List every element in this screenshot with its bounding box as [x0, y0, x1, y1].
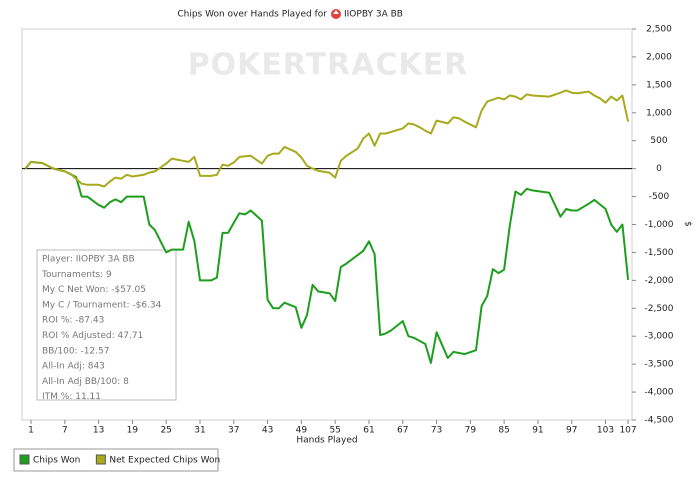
x-tick-label: 85: [498, 426, 509, 436]
y-tick-label: 2,500: [646, 25, 672, 35]
x-tick-label: 37: [228, 426, 239, 436]
y-tick-label: 1,500: [646, 80, 672, 90]
x-tick-label: 67: [397, 426, 408, 436]
x-tick-label: 103: [597, 426, 614, 436]
legend-box: [13, 448, 219, 472]
player-icon: [331, 9, 341, 19]
legend-swatch: [95, 454, 106, 465]
stats-line: My C / Tournament: -$6.34: [42, 300, 162, 310]
x-tick-label: 55: [329, 426, 340, 436]
y-tick-label: -3,500: [644, 360, 673, 370]
x-tick-label: 25: [160, 426, 171, 436]
y-tick-label: -1,500: [644, 248, 673, 258]
y-tick-label: 0: [656, 164, 662, 174]
stats-line: BB/100: -12.57: [42, 346, 109, 356]
y-tick-label: 2,000: [646, 52, 672, 62]
x-tick-label: 73: [431, 426, 442, 436]
y-tick-label: 500: [650, 136, 667, 146]
x-tick-label: 107: [619, 426, 636, 436]
stats-line: Tournaments: 9: [41, 270, 112, 280]
x-tick-label: 1: [28, 426, 34, 436]
y-tick-label: -1,000: [644, 220, 673, 230]
legend-swatch: [19, 454, 30, 465]
x-tick-label: 31: [194, 426, 205, 436]
x-tick-label: 13: [93, 426, 104, 436]
x-axis-label: Hands Played: [296, 436, 357, 446]
y-tick-label: 1,000: [646, 108, 672, 118]
x-tick-label: 79: [465, 426, 477, 436]
stats-line: All-In Adj BB/100: 8: [42, 377, 129, 387]
stats-box: [36, 249, 177, 401]
series-line: [24, 89, 630, 188]
stats-line: My C Net Won: -$57.05: [42, 285, 146, 295]
series-line: [24, 160, 630, 364]
stats-line: ROI % Adjusted: 47.71: [42, 331, 143, 341]
y-tick-label: -4,500: [644, 416, 673, 426]
x-tick-label: 43: [262, 426, 273, 436]
y-tick-label: -4,000: [644, 388, 673, 398]
stats-line: ITM %: 11.11: [42, 392, 101, 402]
legend-label: Net Expected Chips Won: [109, 456, 220, 466]
y-tick-label: -3,000: [644, 332, 673, 342]
x-tick-label: 97: [566, 426, 577, 436]
y-tick-label: -2,000: [644, 276, 673, 286]
x-tick-label: 49: [296, 426, 308, 436]
stats-line: Player: IIOPBY 3A BB: [42, 255, 135, 265]
x-tick-label: 61: [363, 426, 374, 436]
y-axis-label: $: [683, 221, 693, 227]
y-tick-label: -2,500: [644, 304, 673, 314]
x-tick-label: 7: [62, 426, 68, 436]
legend-label: Chips Won: [33, 456, 80, 466]
stats-line: All-In Adj: 843: [42, 362, 105, 372]
chart-title-player: IIOPBY 3A BB: [344, 10, 403, 20]
stats-line: ROI %: -87.43: [42, 316, 104, 326]
chart-title: Chips Won over Hands Played for: [177, 10, 327, 20]
y-tick-label: -500: [649, 192, 670, 202]
x-tick-label: 19: [127, 426, 139, 436]
watermark: POKERTRACKER: [188, 48, 469, 83]
x-tick-label: 91: [532, 426, 543, 436]
